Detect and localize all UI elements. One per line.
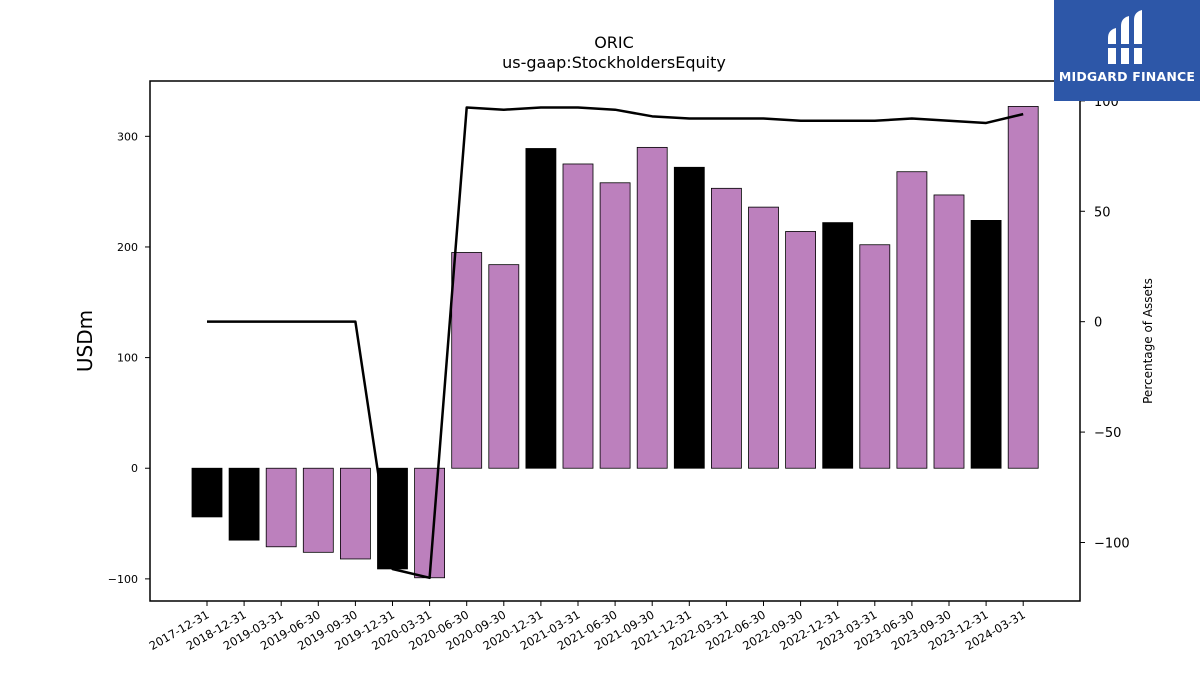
- y2-tick-label: −100: [1094, 536, 1130, 551]
- bar-2019-12-31: [377, 467, 408, 570]
- bar-2019-03-31: [265, 467, 297, 548]
- chart-title: ORIC: [594, 33, 634, 52]
- bar-2022-06-30: [748, 206, 779, 469]
- y-tick-label: 100: [117, 352, 138, 365]
- bar-2022-09-30: [785, 231, 816, 469]
- bar-2023-03-31: [859, 244, 891, 469]
- y-tick-label: 200: [117, 241, 138, 254]
- y2-tick-label: 50: [1094, 205, 1111, 220]
- percentage-of-assets-line: [207, 106, 1024, 580]
- y2-tick-label: 0: [1094, 316, 1102, 331]
- midgard-logo-mark-icon: [1108, 10, 1142, 64]
- bar-2021-06-30: [599, 182, 631, 469]
- chart-subtitle: us-gaap:StockholdersEquity: [502, 53, 726, 72]
- bar-2019-06-30: [302, 467, 334, 553]
- bar-2017-12-31: [191, 467, 223, 518]
- plot-area-frame: [149, 80, 1081, 602]
- bar-2023-06-30: [896, 171, 928, 469]
- y-tick-label: 0: [131, 462, 138, 475]
- logo-text: MIDGARD FINANCE: [1058, 69, 1196, 84]
- bar-2020-09-30: [488, 264, 520, 469]
- bar-2023-09-30: [933, 194, 965, 469]
- y-tick-label: −100: [108, 573, 138, 586]
- bar-2023-12-31: [970, 220, 1002, 469]
- bar-2021-12-31: [673, 166, 705, 469]
- bar-2019-09-30: [339, 467, 371, 560]
- y-axis-label: USDm: [73, 310, 97, 372]
- midgard-finance-logo: MIDGARD FINANCE: [1054, 0, 1200, 101]
- bar-2020-12-31: [525, 148, 557, 469]
- bar-2022-03-31: [711, 187, 742, 469]
- y2-axis-label: Percentage of Assets: [1141, 278, 1155, 404]
- bar-2020-03-31: [414, 467, 446, 579]
- bar-2018-12-31: [228, 467, 260, 541]
- bar-2024-03-31: [1007, 106, 1039, 469]
- bar-2022-12-31: [822, 222, 854, 469]
- y-tick-label: 300: [117, 130, 138, 143]
- bar-2021-03-31: [562, 163, 594, 469]
- bar-2021-09-30: [636, 146, 668, 469]
- bar-2020-06-30: [451, 252, 483, 469]
- y2-tick-label: −50: [1094, 426, 1121, 441]
